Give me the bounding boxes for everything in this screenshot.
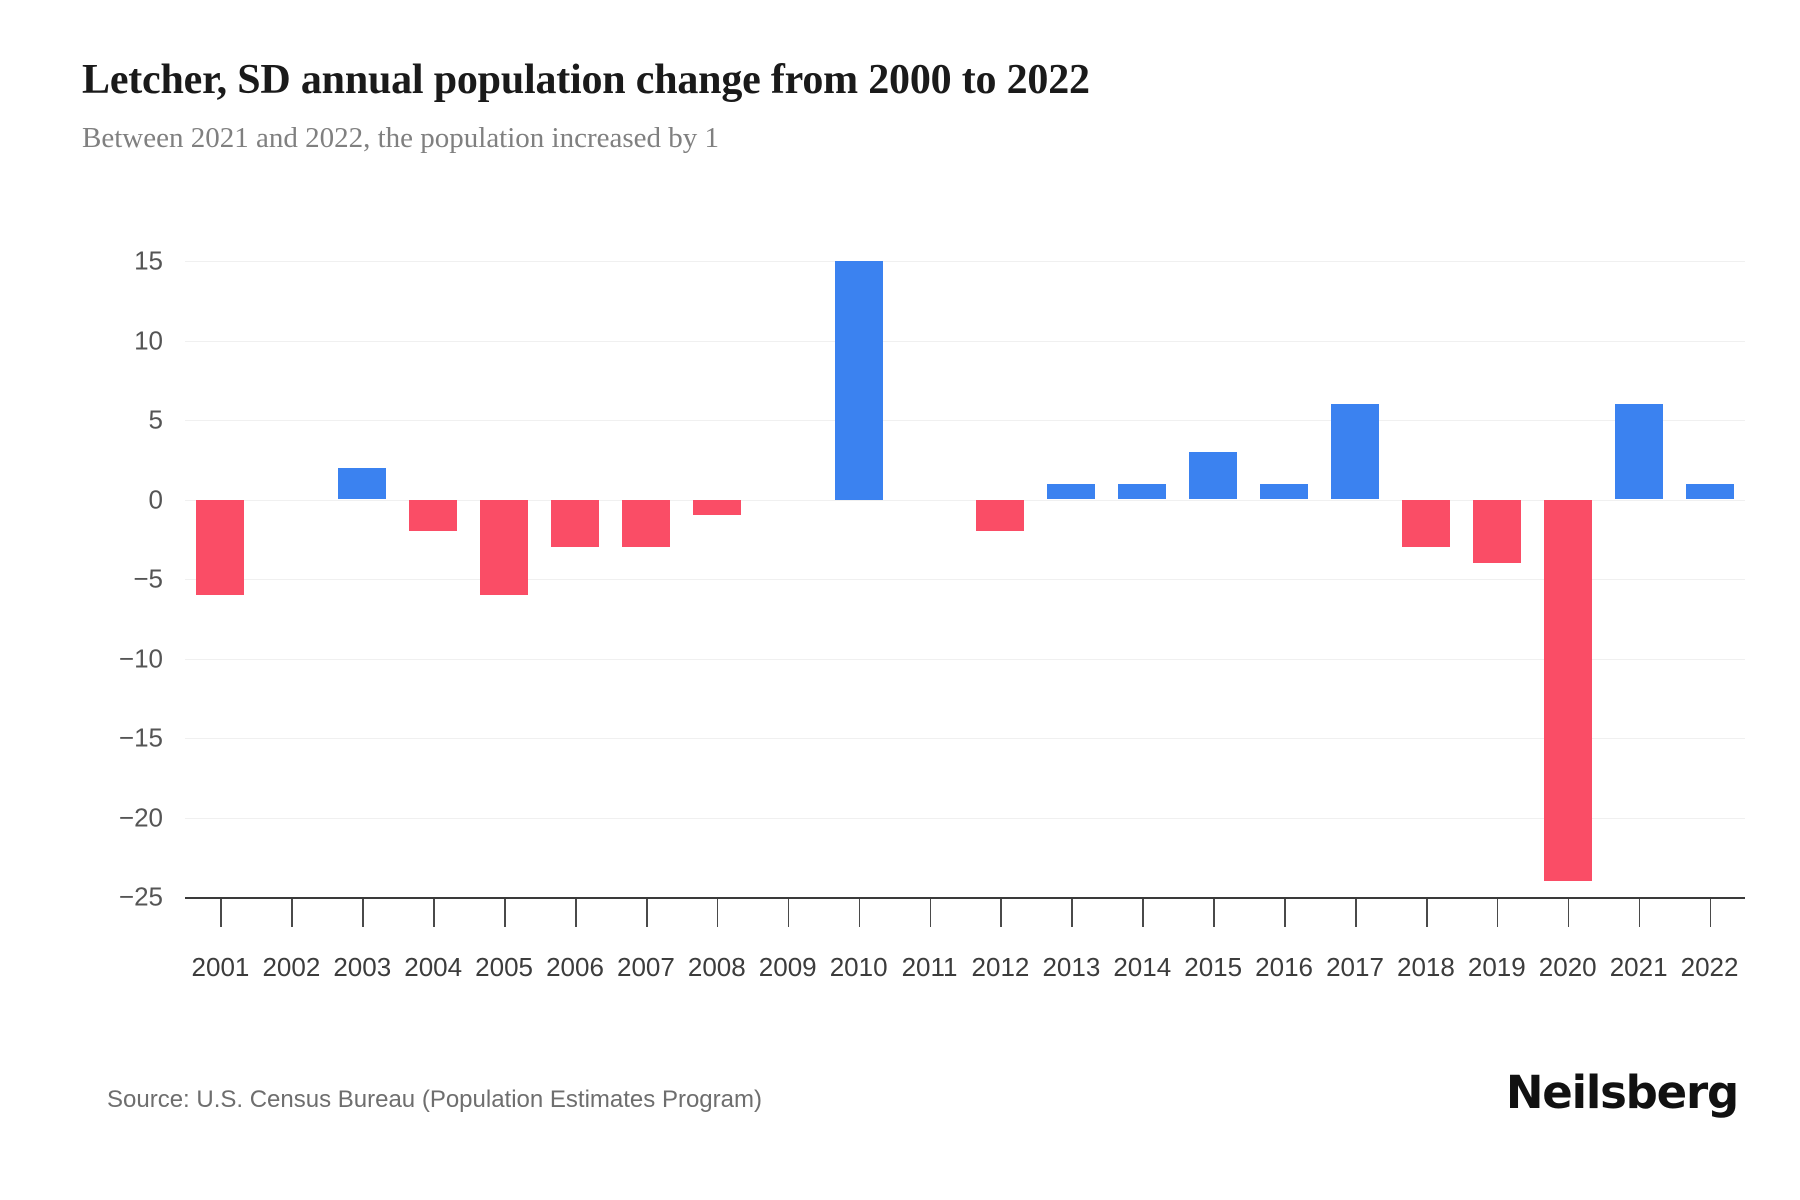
x-axis-tick	[1567, 899, 1570, 927]
gridline	[185, 738, 1745, 739]
bar[interactable]	[196, 499, 245, 595]
x-axis-tick-label: 2010	[829, 952, 888, 982]
x-axis-tick-label: 2021	[1609, 952, 1668, 982]
bar[interactable]	[621, 499, 670, 548]
x-axis-tick-label: 2012	[971, 952, 1030, 982]
x-axis-tick	[1213, 899, 1215, 927]
bar[interactable]	[551, 499, 599, 548]
x-axis-tick-label: 2011	[901, 952, 958, 982]
x-axis-tick	[362, 899, 364, 927]
x-axis-tick	[858, 899, 861, 927]
x-axis-tick	[1000, 899, 1003, 927]
bar[interactable]	[1543, 499, 1592, 882]
bar[interactable]	[1472, 499, 1521, 564]
x-axis-tick-label: 2007	[616, 952, 675, 982]
page-title: Letcher, SD annual population change fro…	[82, 57, 1090, 103]
y-axis-tick-label: −20	[118, 802, 163, 832]
y-axis-tick-label: 0	[148, 484, 163, 514]
x-axis-tick-label: 2022	[1680, 952, 1739, 982]
bar[interactable]	[1189, 451, 1238, 500]
x-axis-tick	[504, 899, 506, 927]
x-axis-tick-label: 2016	[1255, 952, 1313, 982]
gridline	[185, 340, 1745, 342]
y-axis-tick-label: 5	[148, 404, 163, 435]
x-axis-tick-label: 2005	[475, 952, 533, 982]
x-axis-tick	[1071, 899, 1073, 927]
bar[interactable]	[692, 499, 741, 516]
x-axis-tick	[787, 899, 790, 927]
gridline	[185, 420, 1745, 421]
brand-logo: Neilsberg	[1505, 1066, 1739, 1119]
x-axis-tick	[645, 899, 648, 927]
bar[interactable]	[1260, 483, 1309, 500]
x-axis-tick	[1425, 899, 1428, 927]
bar-series	[185, 261, 1745, 897]
y-axis-tick-label: 10	[134, 325, 163, 355]
bar[interactable]	[1401, 499, 1450, 548]
x-axis-tick	[1709, 899, 1712, 927]
x-axis-tick	[1496, 899, 1499, 927]
x-axis-tick-label: 2004	[404, 952, 463, 982]
y-axis-tick-label: 15	[134, 245, 163, 276]
bar[interactable]	[338, 467, 387, 500]
bar[interactable]	[480, 499, 529, 595]
x-axis-tick-label: 2001	[191, 952, 250, 982]
bar[interactable]	[409, 499, 458, 532]
y-axis-tick-label: −15	[118, 722, 163, 753]
x-axis-tick-label: 2018	[1396, 952, 1455, 982]
x-axis-tick	[291, 899, 293, 927]
x-axis-tick-label: 2003	[333, 952, 392, 982]
y-axis-tick-label: −5	[133, 563, 163, 594]
bar[interactable]	[1047, 483, 1096, 500]
x-axis-tick	[1284, 899, 1286, 927]
x-axis-tick	[716, 899, 719, 927]
x-axis-tick-label: 2009	[758, 952, 817, 982]
gridline	[185, 499, 1745, 501]
gridline	[185, 658, 1745, 660]
gridline	[185, 817, 1745, 819]
x-axis-tick-label: 2017	[1326, 952, 1384, 982]
x-axis-tick-label: 2013	[1042, 952, 1101, 982]
x-axis-tick	[929, 899, 932, 927]
x-axis-tick	[433, 899, 435, 927]
bar[interactable]	[976, 499, 1025, 532]
x-axis-tick	[1355, 899, 1357, 927]
bar[interactable]	[834, 261, 883, 500]
x-axis-line	[185, 897, 1745, 899]
x-axis-tick-label: 2008	[687, 952, 746, 982]
bar[interactable]	[1685, 483, 1734, 500]
y-axis-tick-label: −10	[118, 643, 163, 673]
x-axis-tick-label: 2006	[546, 952, 604, 982]
x-axis-tick-label: 2014	[1113, 952, 1172, 982]
x-axis-tick-label: 2015	[1184, 952, 1243, 982]
bar[interactable]	[1614, 404, 1663, 500]
x-axis-tick-label: 2002	[262, 952, 321, 982]
page-subtitle: Between 2021 and 2022, the population in…	[82, 122, 720, 154]
plot-area	[185, 261, 1745, 898]
gridline	[185, 579, 1745, 580]
x-axis-tick	[1142, 899, 1144, 927]
y-axis-tick-label: −25	[118, 881, 163, 912]
x-axis-tick	[1638, 899, 1641, 927]
x-axis-tick	[575, 899, 577, 927]
bar[interactable]	[1331, 404, 1379, 500]
source-note: Source: U.S. Census Bureau (Population E…	[107, 1086, 762, 1113]
bar[interactable]	[1118, 483, 1167, 500]
x-axis-tick-label: 2019	[1467, 952, 1526, 982]
x-axis-tick	[220, 899, 223, 927]
gridline	[185, 261, 1745, 262]
x-axis-tick-label: 2020	[1538, 952, 1597, 982]
